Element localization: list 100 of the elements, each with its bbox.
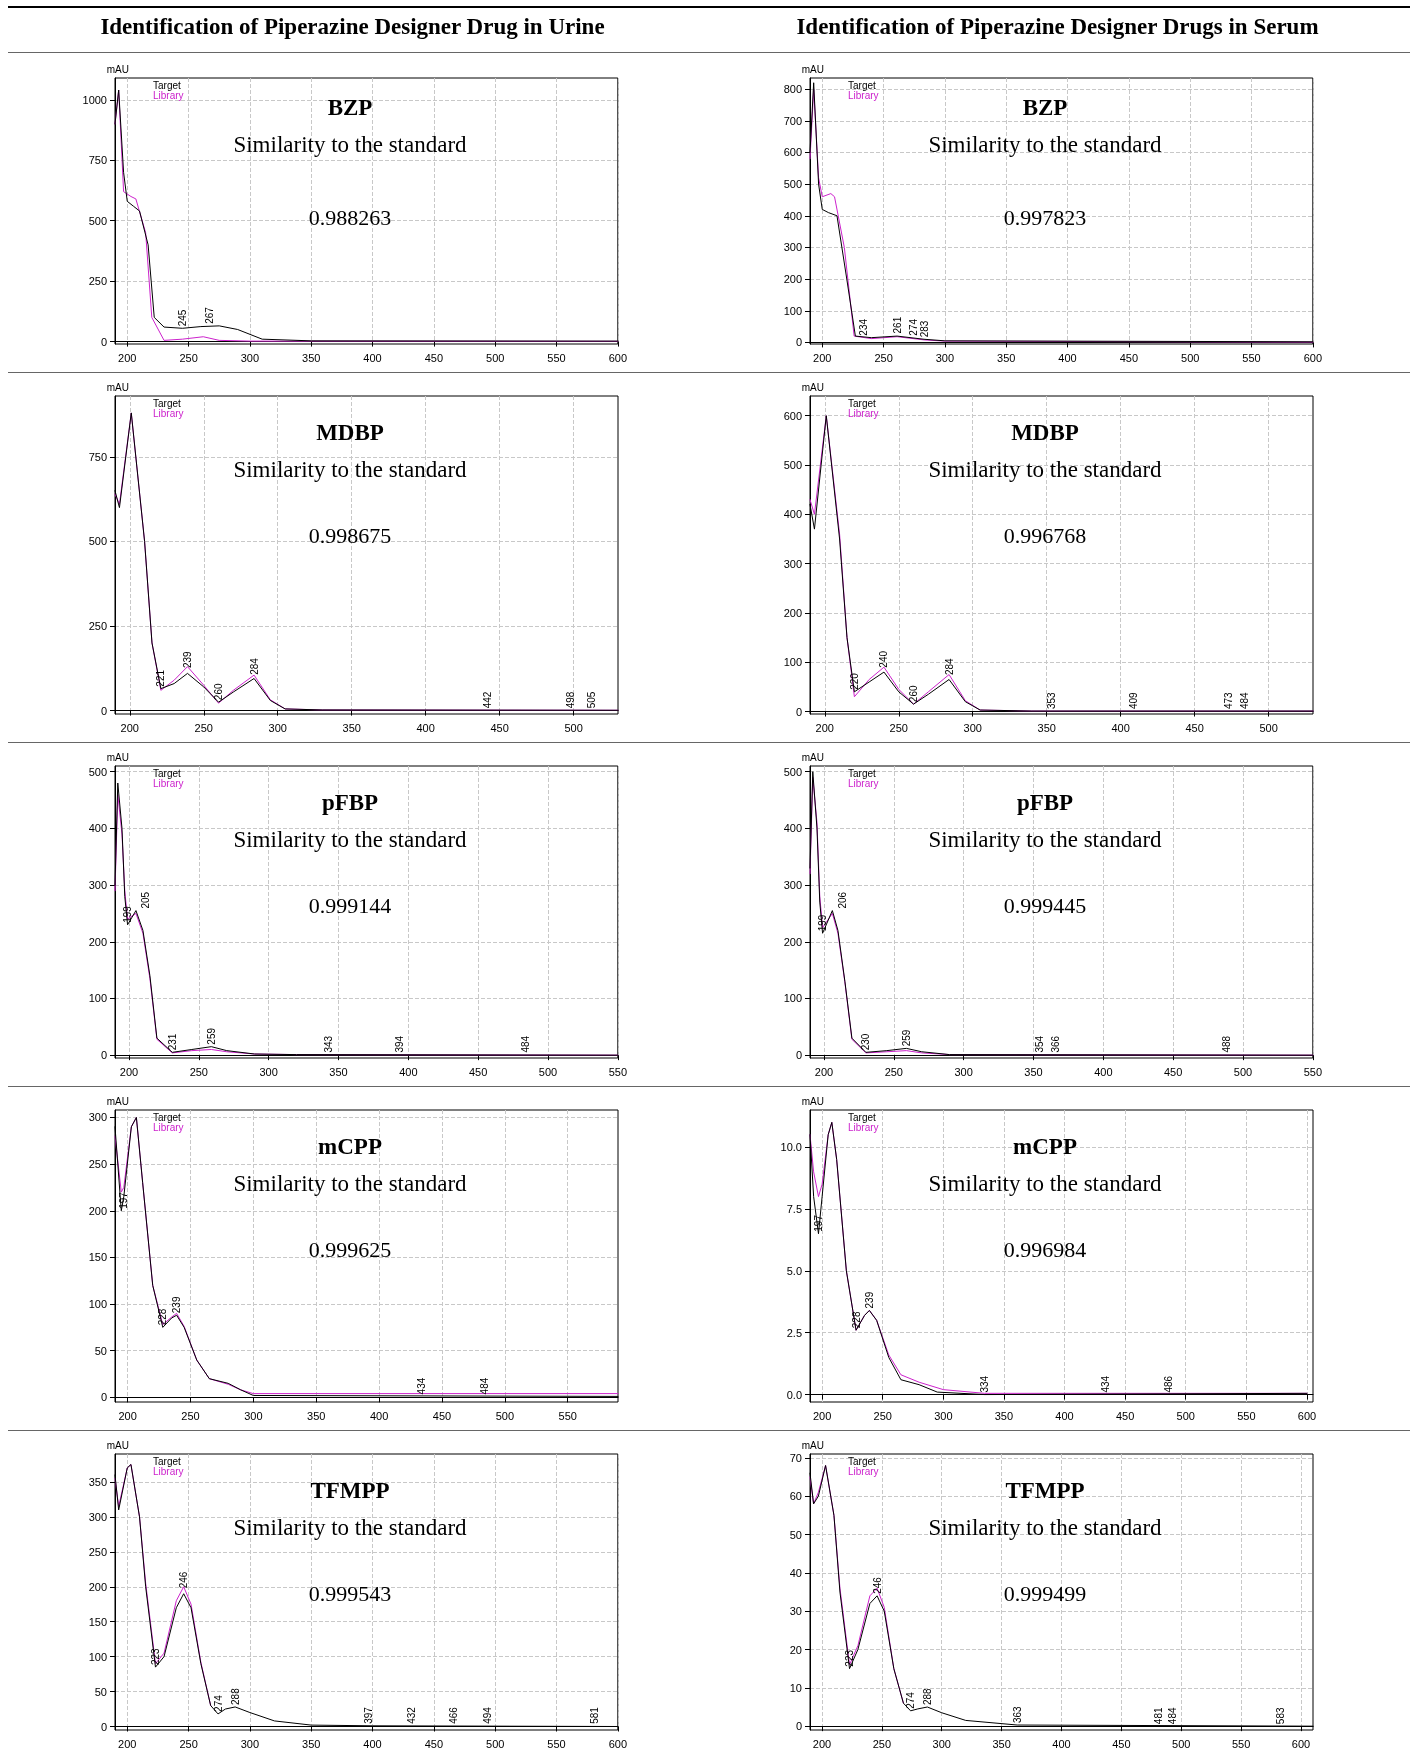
text: Identification of Piperazine Designer Drug in Urine [99, 14, 606, 40]
text: Similarity to the standard [233, 827, 468, 852]
x-tick-label: 300 [934, 1409, 953, 1422]
annotation: 363 [1011, 1705, 1023, 1724]
x-tick-label: 350 [329, 1065, 348, 1078]
annotation: 199 [817, 914, 829, 932]
annotation: 0.996768 [1003, 522, 1087, 548]
y-tick-label: 250 [88, 1158, 107, 1171]
y-tick-label: 0.0 [786, 1388, 802, 1401]
x-tick-label: 250 [189, 1065, 208, 1078]
x-tick-label: 600 [1297, 1409, 1317, 1422]
x-tick-label: 550 [1237, 1409, 1256, 1422]
y-tick-label: 70 [789, 1451, 802, 1464]
y-tick-label: 500 [783, 459, 802, 472]
annotation: 432 [406, 1706, 418, 1724]
x-tick-label: 350 [342, 721, 361, 734]
annotation: 206 [836, 891, 848, 909]
annotation: 267 [203, 306, 215, 324]
annotation: 0.988263 [308, 204, 392, 230]
y-tick-label: 100 [783, 992, 802, 1005]
x-tick-label: 400 [369, 1409, 389, 1422]
annotation: 343 [323, 1035, 335, 1053]
x-tick-label: 400 [363, 351, 382, 364]
annotation: 274 [905, 1691, 917, 1709]
text: MDBP [316, 420, 384, 445]
annotation: 246 [178, 1571, 190, 1589]
text: Similarity to the standard [928, 1171, 1163, 1196]
text: Similarity to the standard [233, 132, 468, 157]
x-tick-label: 400 [363, 1737, 382, 1750]
annotation: 239 [171, 1296, 183, 1314]
x-tick-label: 400 [416, 721, 435, 734]
annotation: 284 [248, 657, 260, 675]
x-tick-label: 600 [1303, 351, 1322, 364]
text: Identification of Piperazine Designer Drugs in Serum [795, 14, 1320, 40]
y-tick-label: 7.5 [786, 1202, 802, 1215]
text: Similarity to the standard [233, 457, 468, 482]
x-tick-label: 200 [120, 721, 139, 734]
y-tick-label: 500 [783, 178, 802, 191]
text: MDBP [1011, 420, 1079, 445]
annotation: 239 [181, 650, 193, 669]
x-tick-label: 250 [874, 351, 893, 364]
y-tick-label: 750 [88, 154, 107, 167]
x-tick-label: 500 [1233, 1065, 1253, 1078]
annotation: 0.998675 [308, 522, 392, 548]
annotation: 484 [1239, 691, 1251, 710]
y-tick-label: 100 [783, 656, 802, 669]
y-tick-label: 200 [88, 1580, 107, 1593]
x-tick-label: 350 [302, 351, 321, 364]
annotation: 231 [166, 1033, 178, 1051]
x-tick-label: 200 [815, 721, 834, 734]
y-tick-label: 300 [88, 1111, 107, 1124]
text: BZP [1022, 95, 1068, 120]
x-tick-label: 300 [240, 1737, 260, 1750]
y-tick-label: 5.0 [786, 1264, 802, 1277]
annotation: 197 [118, 1191, 130, 1209]
x-tick-label: 500 [495, 1409, 514, 1422]
x-tick-label: 300 [268, 721, 287, 734]
annotation: 234 [858, 318, 870, 336]
annotation: 228 [157, 1308, 169, 1326]
x-tick-label: 400 [399, 1065, 418, 1078]
text: Similarity to the standard [928, 132, 1163, 157]
y-tick-label: 200 [783, 606, 802, 619]
annotation: 394 [394, 1035, 406, 1053]
y-tick-label: 200 [783, 273, 802, 286]
y-tick-label: 300 [783, 241, 802, 254]
text: Library [153, 777, 184, 789]
x-tick-label: 300 [932, 1737, 951, 1750]
y-tick-label: 250 [88, 620, 107, 633]
annotation: 223 [149, 1647, 161, 1666]
x-tick-label: 300 [935, 351, 955, 364]
x-tick-label: 450 [424, 1737, 444, 1750]
annotation: 230 [860, 1033, 872, 1051]
x-tick-label: 400 [1055, 1409, 1074, 1422]
y-tick-label: 200 [88, 935, 107, 948]
y-tick-label: 40 [789, 1566, 802, 1579]
y-tick-label: 750 [88, 450, 107, 463]
x-tick-label: 250 [179, 1737, 198, 1750]
x-tick-label: 250 [194, 721, 213, 734]
x-tick-label: 250 [872, 1737, 892, 1750]
y-tick-label: 500 [88, 214, 107, 227]
y-tick-label: 0 [795, 336, 802, 349]
annotation: 494 [482, 1706, 494, 1724]
y-tick-label: 400 [88, 822, 107, 835]
annotation: 199 [122, 905, 134, 923]
x-tick-label: 550 [1242, 351, 1261, 364]
text: Target [153, 1455, 182, 1467]
y-tick-label: 150 [88, 1251, 107, 1264]
y-tick-label: 500 [783, 765, 802, 778]
y-tick-label: 50 [94, 1344, 107, 1357]
y-axis-title: mAU [106, 63, 129, 75]
y-tick-label: 100 [783, 304, 802, 317]
y-tick-label: 0 [795, 1049, 802, 1062]
annotation: 239 [863, 1291, 875, 1309]
annotation: 228 [850, 1311, 862, 1329]
y-tick-label: 20 [789, 1643, 802, 1656]
text: Library [153, 407, 184, 419]
y-tick-label: 700 [783, 114, 802, 127]
annotation: 260 [908, 685, 920, 703]
x-tick-label: 250 [889, 721, 908, 734]
annotation: 221 [155, 669, 167, 687]
